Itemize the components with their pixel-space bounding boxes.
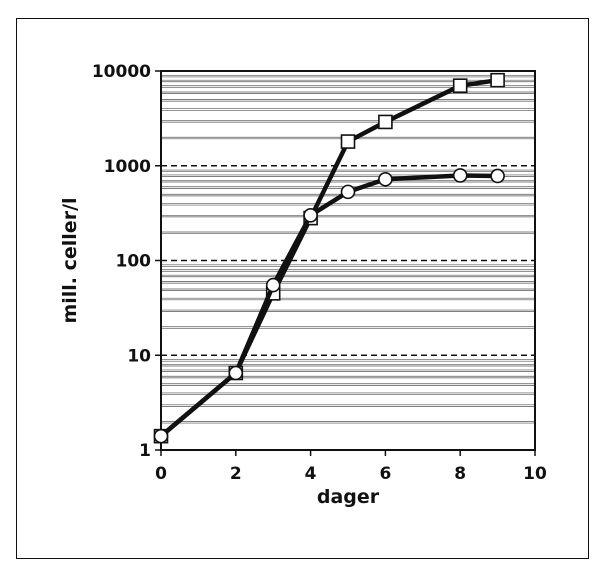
y-tick-label: 10000: [92, 62, 151, 82]
grid: [161, 74, 535, 424]
data-point-circle: [228, 365, 244, 381]
data-point-circle: [265, 277, 281, 293]
data-point-circle: [378, 171, 393, 187]
data-point-square: [452, 78, 468, 93]
x-tick-label: 0: [155, 464, 167, 484]
data-point-square: [378, 114, 393, 130]
data-point-circle: [153, 428, 169, 444]
x-tick-label: 6: [379, 464, 391, 484]
data-point-circle: [340, 184, 356, 200]
y-tick-label: 1: [139, 441, 151, 461]
chart-frame: 0 2 4 6 8 10 1 10 100 1000 10000 dager mill. celle…: [16, 18, 589, 559]
y-axis-title: mill. celler/l: [59, 197, 81, 323]
x-axis-title: dager: [317, 486, 380, 508]
x-tick-label: 8: [454, 464, 466, 484]
series-line: [159, 77, 498, 438]
chart: 0 2 4 6 8 10 1 10 100 1000 10000 dager mill. celle…: [59, 62, 547, 508]
y-tick-label: 1000: [104, 157, 151, 177]
series-line: [159, 173, 498, 438]
data-point-square: [490, 72, 505, 88]
y-tick-label: 10: [127, 346, 151, 366]
data-point-circle: [490, 168, 505, 184]
axes: 0 2 4 6 8 10 1 10 100 1000 10000: [92, 62, 547, 484]
y-tick-label: 100: [116, 252, 152, 272]
x-tick-label: 10: [523, 464, 547, 484]
data-point-circle: [452, 168, 468, 183]
data-point-circle: [303, 207, 318, 223]
x-tick-label: 4: [305, 464, 317, 484]
series: [153, 72, 505, 444]
data-point-square: [340, 134, 356, 149]
series-circle: [153, 168, 505, 444]
series-square: [153, 72, 505, 444]
x-tick-label: 2: [230, 464, 242, 484]
